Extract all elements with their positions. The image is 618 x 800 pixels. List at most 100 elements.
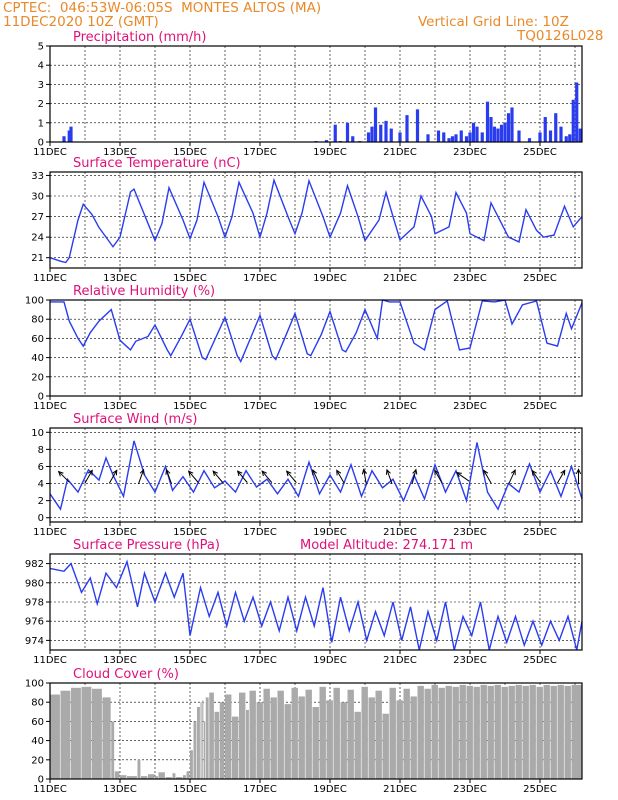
wind-arrow-head [187, 470, 194, 477]
cloud-area-bar [50, 694, 60, 779]
wind-ytick-label: 8 [38, 445, 44, 456]
cloud-area-bar [277, 690, 284, 779]
wind-arrow-head [531, 469, 537, 476]
cloud-area-bar [417, 685, 424, 779]
cloud-area-bar [127, 776, 137, 779]
cloud-area-bar [550, 685, 557, 779]
precip-bar [447, 138, 451, 142]
wind-arrow-shaft [483, 470, 492, 484]
wind-arrow [385, 468, 393, 485]
cloud-area-bar [382, 713, 389, 779]
rh-series-line [50, 299, 583, 363]
cloud-area-bar [219, 702, 225, 779]
precip-xtick-label: 11DEC [33, 147, 67, 158]
precip-bar [489, 117, 493, 142]
cloud-area-bar [176, 777, 183, 779]
precip-bar [517, 130, 521, 142]
cloud-area-bar [291, 687, 298, 779]
precip-bar [464, 136, 469, 142]
precip-xtick-label: 21DEC [383, 147, 417, 158]
press-xtick-label: 19DEC [313, 655, 347, 666]
wind-arrow-shaft [531, 470, 542, 484]
wind-arrow-shaft [188, 470, 199, 483]
cloud-area-bar [403, 688, 410, 779]
cloud-area-bar [473, 686, 480, 779]
wind-ytick-label: 0 [38, 513, 44, 524]
press-xtick-label: 13DEC [103, 655, 137, 666]
cloud-area-bar [361, 686, 368, 779]
press-panel: 974 976 978 980 982 11DEC 13DEC 15DEC 17DEC 19DEC… [25, 538, 583, 666]
cloud-area-bar [256, 702, 263, 779]
cloud-area-bar [347, 689, 354, 779]
cloud-area-bar [312, 707, 319, 779]
wind-arrow-shaft [108, 470, 118, 484]
cloud-area-bar [424, 688, 431, 779]
cloud-area-bar [438, 687, 445, 779]
precip-bar [568, 134, 572, 142]
precip-bar [538, 132, 542, 142]
wind-arrow-shaft [386, 469, 393, 485]
press-ytick-label: 978 [25, 598, 44, 609]
cloud-panel: 0 20 40 60 80 100 11DEC 13DEC 15DEC 17DEC 19DEC 21D… [25, 667, 583, 795]
wind-arrow-head [385, 468, 391, 475]
precip-xtick-label: 17DEC [243, 147, 277, 158]
precip-bar [575, 82, 579, 142]
cloud-area-bar [354, 711, 361, 779]
precip-bar [450, 136, 455, 142]
wind-arrow-head [455, 471, 462, 478]
cloud-xtick-label: 17DEC [243, 784, 277, 795]
temp-series-line [49, 177, 583, 264]
cloud-title: Cloud Cover (%) [73, 667, 179, 682]
cloud-ytick-label: 80 [31, 698, 44, 709]
rh-xtick-label: 23DEC [453, 401, 487, 412]
wind-arrow-shaft [556, 470, 566, 484]
wind-xtick-label: 21DEC [383, 527, 417, 538]
press-ytick-label: 980 [25, 578, 44, 589]
temp-xtick-label: 11DEC [33, 273, 67, 284]
wind-arrow-shaft [363, 469, 367, 485]
cloud-area-bar [501, 686, 508, 779]
cloud-area-bar [71, 687, 81, 779]
precip-bar [578, 128, 582, 142]
rh-xtick-label: 13DEC [103, 401, 137, 412]
precip-bar [373, 107, 378, 142]
press-xtick-label: 23DEC [453, 655, 487, 666]
wind-arrow-head [112, 469, 118, 476]
cloud-ytick-label: 20 [31, 755, 44, 766]
temp-ytick-label: 30 [31, 192, 44, 203]
rh-ytick-label: 80 [31, 315, 44, 326]
wind-arrow-shaft [411, 469, 417, 485]
cloud-area-bar [459, 684, 466, 779]
wind-arrow-head [212, 470, 218, 477]
cloud-area-bar [263, 688, 270, 779]
precip-bar [67, 130, 71, 142]
wind-arrow [508, 469, 516, 484]
cloud-area-bar [494, 684, 501, 779]
temp-panel: 21 24 27 30 33 11DEC 13DEC 15DEC 17DEC 19DEC 21DEC… [31, 156, 583, 284]
wind-arrow-head [412, 468, 418, 475]
cloud-area-bar [466, 685, 473, 779]
wind-arrow [261, 470, 273, 483]
cloud-xtick-label: 11DEC [33, 784, 67, 795]
precip-bar [405, 115, 409, 142]
cloud-area-bar [431, 684, 438, 779]
wind-arrow-head [285, 470, 292, 477]
precip-bar [389, 128, 393, 142]
wind-arrow [108, 469, 118, 484]
cloud-area-bar [148, 774, 155, 779]
precip-bar [471, 122, 476, 142]
header-station: CPTEC: 046:53W-06:05S MONTES ALTOS (MA) [3, 0, 322, 16]
cloud-area-bar [200, 702, 202, 779]
cloud-area-bar [557, 684, 564, 779]
wind-arrow-head [261, 470, 267, 477]
precip-bar [503, 122, 507, 142]
precip-bar [69, 126, 73, 142]
temp-ytick-label: 27 [31, 212, 44, 223]
press-xtick-label: 17DEC [243, 655, 277, 666]
cloud-ytick-label: 40 [31, 736, 44, 747]
wind-arrow-shaft [237, 470, 248, 483]
cloud-area-bar [92, 688, 102, 779]
wind-xtick-label: 25DEC [523, 527, 557, 538]
precip-bar [480, 132, 484, 142]
wind-arrow [336, 469, 345, 484]
